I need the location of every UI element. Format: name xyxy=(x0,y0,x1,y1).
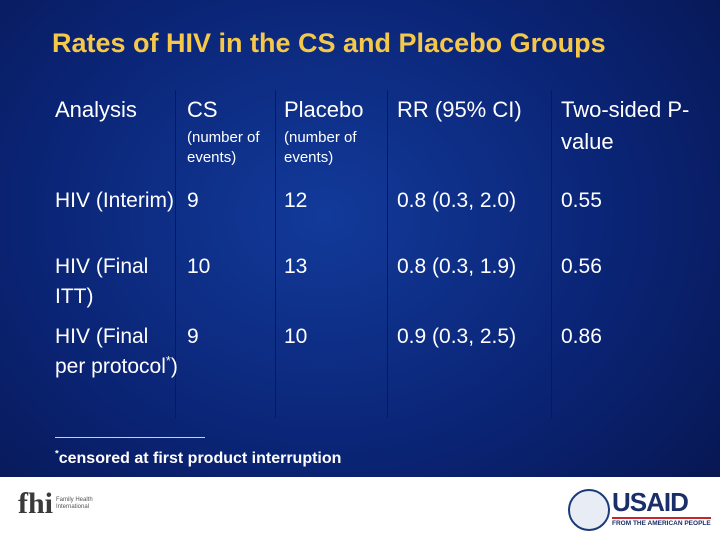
header-cell: Two-sided P-value xyxy=(561,97,690,154)
column-divider xyxy=(175,90,176,418)
table-cell: 0.86 xyxy=(561,325,602,348)
table-cell: 12 xyxy=(284,189,308,212)
footnote: *censored at first product interruption xyxy=(55,447,341,470)
header-cell: RR (95% CI) xyxy=(397,97,522,122)
table-cell: 10 xyxy=(187,255,211,278)
table-cell: 13 xyxy=(284,255,308,278)
header-cell: Placebo xyxy=(284,97,364,122)
column-divider xyxy=(387,90,388,418)
table-cell: 9 xyxy=(187,189,199,212)
footnote-text: censored at first product interruption xyxy=(58,450,342,467)
usaid-seal xyxy=(568,489,610,531)
fhi-name: Family Health International xyxy=(56,497,93,511)
usaid-logo: USAID xyxy=(612,487,689,517)
header-cell: CS xyxy=(187,97,218,122)
table-cell: 10 xyxy=(284,325,308,348)
footnote-rule xyxy=(55,437,205,438)
title: Rates of HIV in the CS and Placebo Group… xyxy=(52,28,606,58)
row-label: HIV (Final ITT) xyxy=(55,255,149,309)
subheader-cell: (number of events) xyxy=(187,129,260,167)
table-cell: 0.9 (0.3, 2.5) xyxy=(397,325,517,348)
table-cell: 0.56 xyxy=(561,255,602,278)
row-label: HIV (Interim) xyxy=(55,189,175,212)
row-label-mark: * xyxy=(165,354,171,369)
table-cell: 0.8 (0.3, 2.0) xyxy=(397,189,517,212)
usaid-tagline: FROM THE AMERICAN PEOPLE xyxy=(612,517,711,527)
table-cell: 0.55 xyxy=(561,189,602,212)
header-cell: Analysis xyxy=(55,97,137,122)
row-label-end: ) xyxy=(170,355,178,379)
column-divider xyxy=(275,90,276,418)
row-label: HIV (Final per protocol*) xyxy=(55,322,180,383)
row-label-text: HIV (Final per protocol xyxy=(55,325,166,379)
footer-band: fhi Family Health International USAID FR… xyxy=(0,477,720,540)
footnote-mark: * xyxy=(55,448,59,460)
table-cell: 0.8 (0.3, 1.9) xyxy=(397,255,517,278)
subheader-cell: (number of events) xyxy=(284,129,357,167)
fhi-logo: fhi xyxy=(18,487,54,520)
column-divider xyxy=(551,90,552,418)
table-cell: 9 xyxy=(187,325,199,348)
